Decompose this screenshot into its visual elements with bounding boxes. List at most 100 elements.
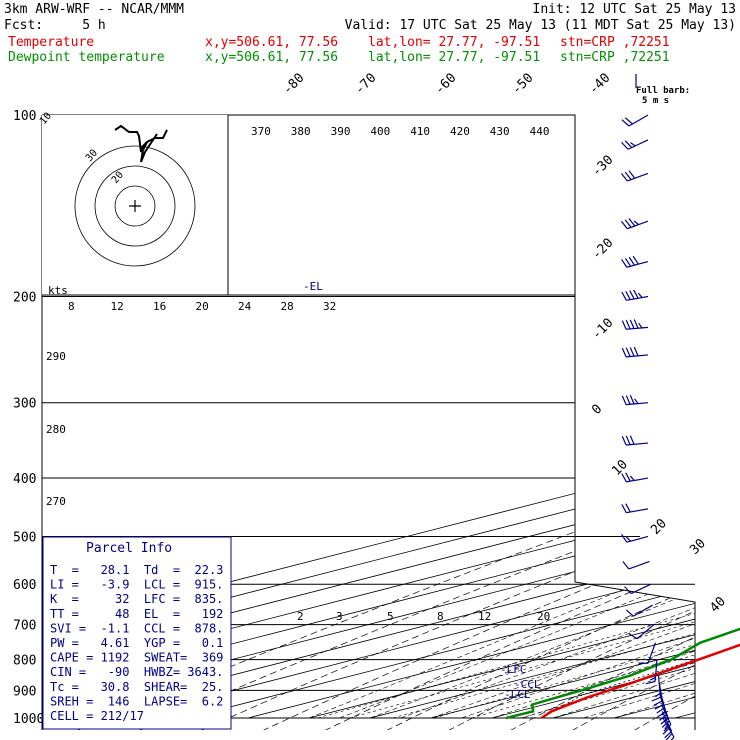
wind-barb [621, 114, 649, 127]
barb-flag [633, 346, 639, 357]
barb-flag [663, 724, 672, 732]
mixing-ratio-line [434, 583, 695, 719]
barb-flag [621, 141, 629, 150]
hodograph-ring [114, 185, 156, 227]
barb-flag [625, 503, 631, 513]
barb-flag [637, 292, 643, 298]
wind-barb [645, 659, 658, 685]
barb-flag [629, 475, 635, 481]
upper-theta-label: 410 [410, 125, 430, 138]
upper-theta-label: 390 [331, 125, 351, 138]
barb-staff [647, 642, 657, 664]
dry-adiabat [447, 115, 695, 730]
barb-flag [622, 561, 630, 570]
parcel-info-row: CELL = 212/17 [50, 709, 144, 723]
upper-theta-label: 420 [450, 125, 470, 138]
barb-flag [621, 436, 627, 446]
model-title: 3km ARW-WRF -- NCAR/MMM [4, 2, 185, 17]
isotherm-label: -70 [352, 71, 379, 98]
dewpoint-legend-label: Dewpoint temperature [8, 50, 165, 65]
annotation-lcl: -LCL [504, 688, 531, 701]
wind-barb [651, 675, 662, 702]
hodograph-speed-label: 8 [68, 300, 75, 313]
barb-flag [629, 394, 635, 405]
barb-flag [624, 257, 632, 267]
barb-flag [664, 723, 669, 730]
mixing-ratio-label: 3 [336, 610, 343, 623]
barb-flag [621, 347, 627, 358]
barb-flag [670, 736, 675, 740]
wind-barb [621, 319, 649, 330]
parcel-info-row: LI = -3.9 LCL = 915. [50, 578, 223, 592]
moist-adiabat [430, 296, 695, 719]
barb-flag [624, 140, 633, 148]
barb-staff [627, 220, 649, 230]
dry-adiabat [323, 115, 695, 730]
isotherm [186, 115, 695, 719]
barb-flag [630, 142, 636, 147]
barb-flag [633, 319, 639, 329]
pressure-tick-label: 300 [13, 397, 36, 412]
barb-flag [621, 473, 627, 483]
barb-flag [664, 730, 672, 739]
dewpoint-line [505, 627, 740, 720]
barb-flag [645, 680, 656, 685]
hodograph-trace [114, 124, 168, 163]
dry-adiabat [695, 115, 740, 731]
barb-staff [654, 659, 658, 682]
barb-flag [625, 291, 631, 300]
barb-flag [621, 504, 627, 513]
dewpoint-station: stn=CRP ,72251 [560, 50, 670, 65]
isotherm-label: -40 [586, 71, 613, 98]
parcel-info-title: Parcel Info [86, 541, 172, 556]
moist-adiabat [552, 296, 695, 719]
isotherm [674, 115, 695, 719]
barb-flag [628, 256, 635, 266]
temperature-line [540, 643, 740, 720]
barb-staff [628, 560, 650, 570]
wind-barb [620, 218, 649, 230]
wind-barb [625, 604, 653, 617]
barb-flag [633, 289, 639, 299]
barb-flag [621, 119, 630, 127]
annotation-el: -EL [303, 280, 323, 293]
isotherm [491, 115, 695, 719]
barb-flag [621, 258, 628, 268]
parcel-path-line [541, 285, 695, 719]
parcel-info-row: PW = 4.61 YGP = 0.1 [50, 636, 223, 650]
parcel-info-row: Tc = 30.8 SHEAR= 25. [50, 680, 223, 694]
barb-flag [629, 290, 635, 300]
pressure-tick-label: 100 [13, 109, 36, 124]
barb-flag [660, 717, 669, 725]
full-barb-label: Full barb: [636, 86, 690, 96]
isotherm [613, 115, 695, 719]
hodograph-origin [129, 200, 141, 212]
isotherm-label: -60 [432, 71, 459, 98]
barb-flag [653, 700, 663, 706]
mixing-ratio-label: 2 [297, 610, 304, 623]
temperature-station: stn=CRP ,72251 [560, 35, 670, 50]
barb-flag [628, 170, 636, 179]
dewpoint-xy: x,y=506.61, 77.56 [205, 50, 339, 65]
isotherm-label: -50 [509, 71, 536, 98]
hodograph-units: kts [48, 284, 68, 297]
barb-flag [620, 220, 628, 230]
upper-theta-label: 440 [530, 125, 550, 138]
wind-barb [621, 394, 649, 406]
mixing-ratio-label: 12 [478, 610, 491, 623]
barb-flag [629, 347, 635, 357]
barb-flag [625, 609, 634, 617]
parcel-info-row: SVI = -1.1 CCL = 878. [50, 621, 223, 635]
barb-flag [629, 319, 635, 329]
parcel-info-frame [42, 536, 232, 730]
wind-barb [661, 711, 673, 739]
mixing-ratio-label: 8 [437, 610, 444, 623]
barb-flag [654, 704, 664, 710]
wind-barb [628, 624, 655, 640]
hodograph-speed-label: 12 [111, 300, 124, 313]
moist-adiabat [461, 296, 695, 719]
isotherm-label: -20 [589, 236, 616, 263]
dry-adiabat [571, 115, 695, 730]
